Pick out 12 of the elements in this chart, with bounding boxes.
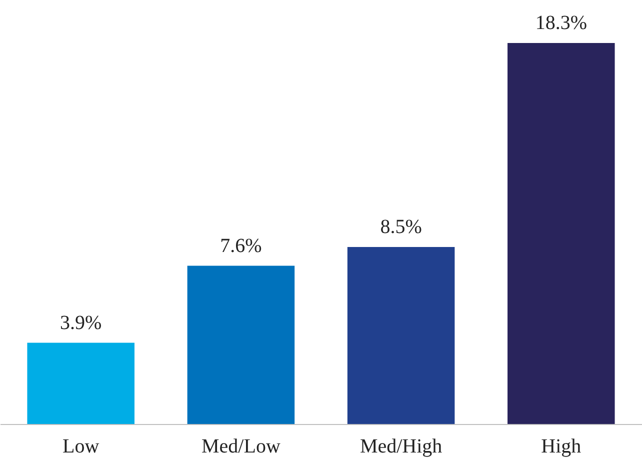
x-tick-label: Med/Low xyxy=(202,436,281,458)
bar xyxy=(27,342,134,424)
x-tick-label: Low xyxy=(62,436,100,458)
x-tick-label: High xyxy=(541,436,582,458)
data-label: 7.6% xyxy=(220,234,262,257)
data-label: 18.3% xyxy=(535,12,587,34)
data-label: 3.9% xyxy=(60,312,102,334)
bar xyxy=(187,266,295,424)
data-label: 8.5% xyxy=(380,216,422,238)
bar xyxy=(508,43,615,424)
x-tick-label: Med/High xyxy=(360,436,442,458)
bar xyxy=(347,247,455,424)
